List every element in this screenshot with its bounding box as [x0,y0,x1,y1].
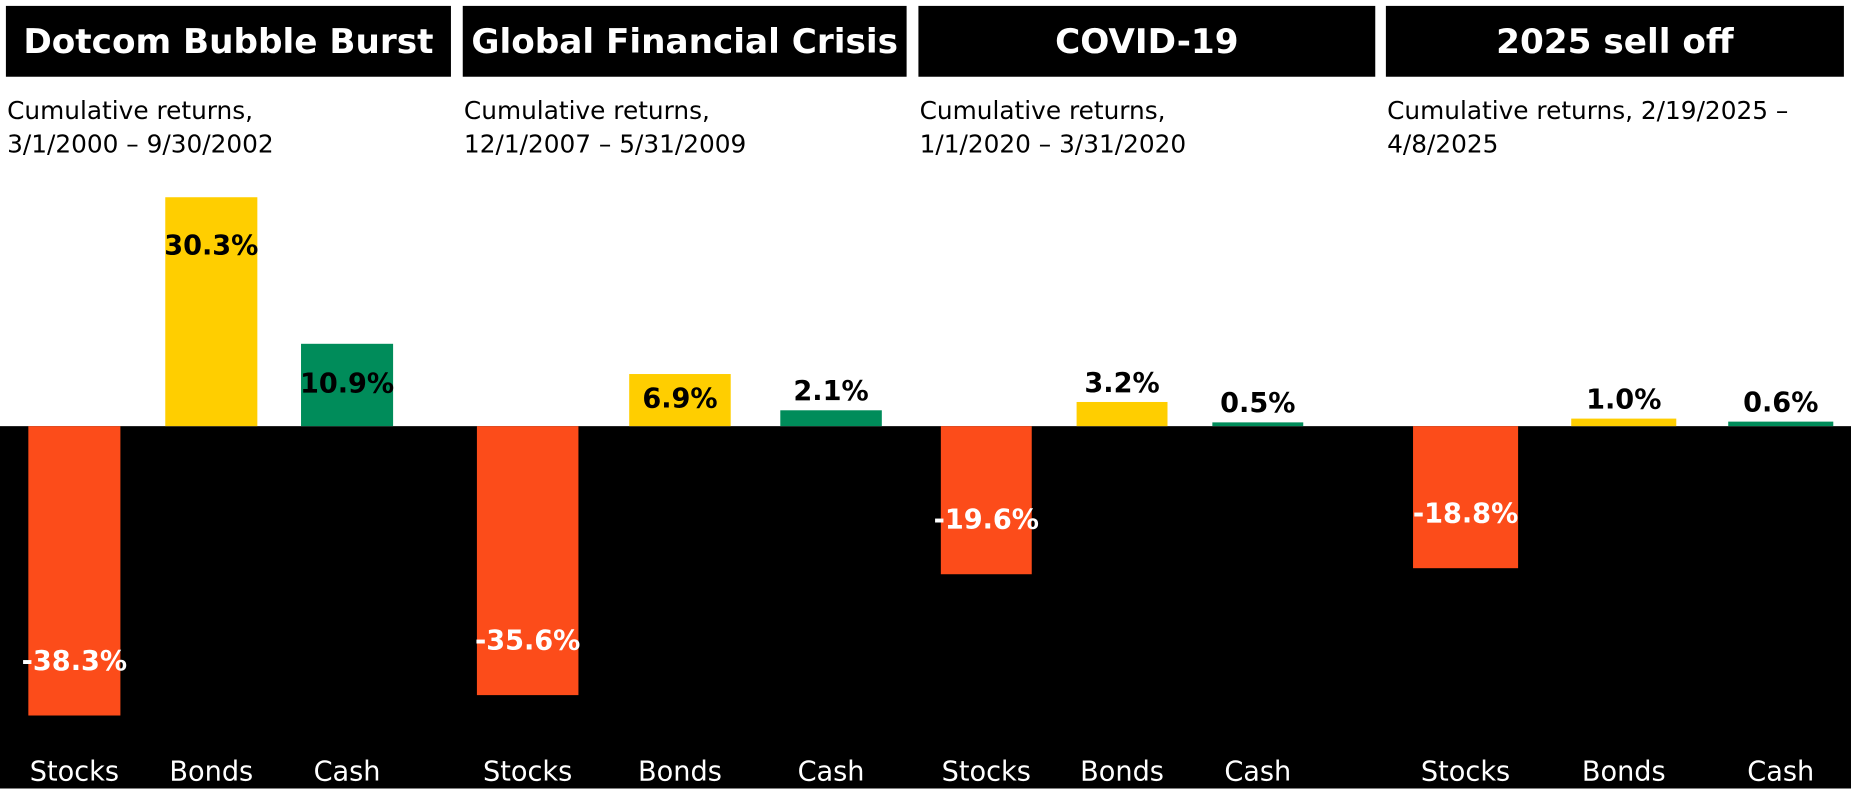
panel-title: Dotcom Bubble Burst [5,5,451,77]
value-label: 3.2% [1084,368,1159,399]
x-tick-label: Cash [314,757,381,788]
x-tick-label: Cash [1224,757,1291,788]
x-tick-label: Bonds [169,757,253,788]
value-label: 0.5% [1220,388,1295,419]
x-tick-label: Stocks [942,757,1031,788]
value-label: 6.9% [642,384,717,415]
value-label: 1.0% [1586,384,1661,415]
bar [1212,422,1304,427]
value-label: -19.6% [934,505,1039,536]
bar [629,374,731,427]
panel-title: 2025 sell off [1385,5,1844,77]
x-tick-label: Stocks [1421,757,1510,788]
x-tick-label: Stocks [483,757,572,788]
bar [301,343,394,427]
value-label: -38.3% [22,646,127,677]
x-tick-label: Bonds [638,757,722,788]
bar [165,197,258,427]
value-label: 0.6% [1743,387,1818,418]
bar [1571,418,1677,427]
bar [28,426,121,716]
background-band [0,426,1851,789]
panel-title: Global Financial Crisis [462,5,907,77]
x-tick-label: Cash [1747,757,1814,788]
panel-subtitle: Cumulative returns, 2/19/2025 – 4/8/2025 [1387,96,1789,159]
value-label: -35.6% [475,625,580,656]
value-label: 30.3% [164,230,258,261]
value-label: 10.9% [300,368,394,399]
value-label: -18.8% [1413,499,1518,530]
panel-subtitle: Cumulative returns, 1/1/2020 – 3/31/2020 [919,96,1187,159]
panel-title: COVID-19 [918,5,1376,77]
x-tick-label: Bonds [1582,757,1666,788]
value-label: 2.1% [793,376,868,407]
x-tick-label: Bonds [1080,757,1164,788]
panel-subtitle: Cumulative returns, 3/1/2000 – 9/30/2002 [7,96,274,159]
x-tick-label: Stocks [30,757,119,788]
bar [940,426,1032,575]
bar [1413,426,1519,569]
bar [780,410,882,427]
bar [1728,421,1834,427]
bar [1076,401,1168,427]
x-tick-label: Cash [798,757,865,788]
bar [476,426,579,696]
panel-subtitle: Cumulative returns, 12/1/2007 – 5/31/200… [463,96,747,159]
